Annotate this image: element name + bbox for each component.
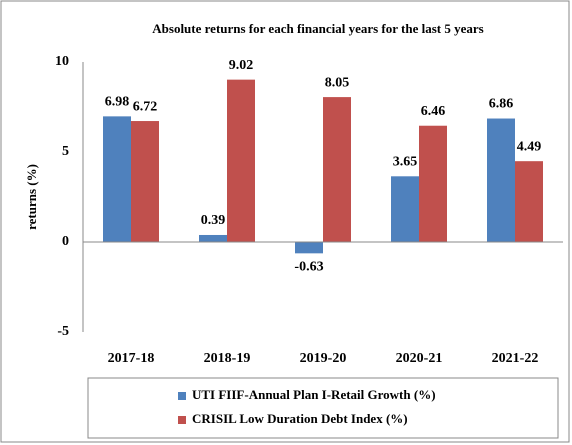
y-tick-label: 10 [55,54,69,69]
data-label: 4.49 [517,139,542,154]
legend-label: UTI FIIF-Annual Plan I-Retail Growth (%) [192,387,436,402]
data-label: 6.72 [133,99,158,114]
data-label: 6.98 [105,95,130,110]
y-tick-label: -5 [57,324,69,339]
bar [227,79,255,242]
data-label: 9.02 [229,58,254,73]
legend-swatch [178,416,186,424]
bar [295,242,323,254]
y-axis-label: returns (%) [24,164,39,230]
bar [487,118,515,242]
data-label: 3.65 [393,155,418,170]
data-label: 6.86 [489,97,514,112]
y-tick-label: 5 [62,144,69,159]
bar [515,161,543,242]
y-tick-label: 0 [62,234,69,249]
bar [103,116,131,242]
bar [323,97,351,242]
legend-box [87,377,559,439]
data-label: 6.46 [421,104,446,119]
data-label: 8.05 [325,75,350,90]
bar [131,121,159,242]
x-tick-label: 2020-21 [396,351,443,366]
x-tick-label: 2021-22 [492,351,539,366]
x-tick-label: 2017-18 [108,351,155,366]
bar [199,234,227,242]
legend-label: CRISIL Low Duration Debt Index (%) [192,411,408,426]
bar [391,176,419,242]
legend-swatch [178,392,186,400]
x-tick-label: 2018-19 [204,351,251,366]
x-tick-label: 2019-20 [300,351,347,366]
chart-title: Absolute returns for each financial year… [152,21,483,36]
bar [419,125,447,242]
data-label: -0.63 [294,260,323,275]
data-label: 0.39 [201,213,226,228]
